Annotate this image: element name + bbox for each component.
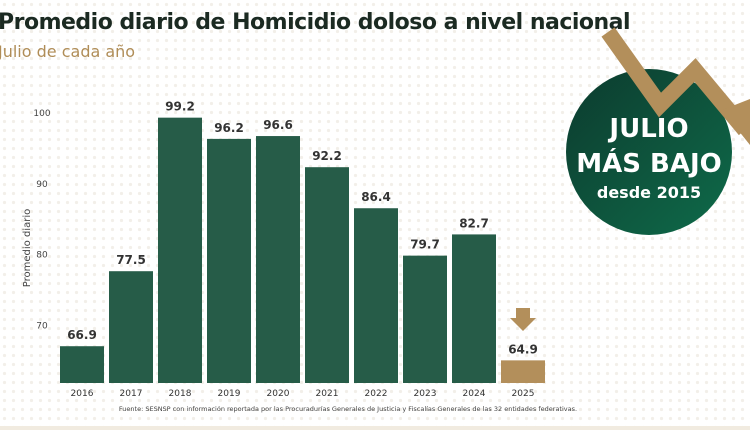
julio-badge: JULIO MÁS BAJO desde 2015 (566, 69, 732, 235)
badge-line2: MÁS BAJO (576, 149, 722, 179)
x-tick-label: 2016 (71, 389, 94, 399)
x-tick-label: 2018 (169, 389, 192, 399)
value-label: 64.9 (508, 342, 538, 356)
x-tick-label: 2022 (365, 389, 388, 399)
footer-bar (0, 426, 750, 430)
x-tick-label: 2017 (120, 389, 143, 399)
value-label: 66.9 (67, 328, 97, 342)
x-tick-label: 2021 (316, 389, 339, 399)
bar-2020 (256, 136, 300, 383)
chart-subtitle: Julio de cada año (0, 42, 136, 61)
x-tick-label: 2024 (463, 389, 486, 399)
bar-2025 (501, 360, 545, 383)
bar-2016 (60, 346, 104, 383)
x-tick-label: 2023 (414, 389, 437, 399)
x-tick-label: 2019 (218, 389, 241, 399)
y-tick-label: 80 (36, 251, 48, 261)
value-label: 77.5 (116, 253, 146, 267)
bar-2017 (109, 271, 153, 383)
value-label: 79.7 (410, 238, 440, 252)
bar-2021 (305, 167, 349, 383)
y-tick-label: 70 (36, 321, 48, 331)
y-tick-label: 90 (36, 180, 48, 190)
bar-2022 (354, 208, 398, 383)
value-label: 99.2 (165, 100, 195, 114)
y-tick-label: 100 (33, 109, 50, 119)
source-note: Fuente: SESNSP con información reportada… (119, 405, 577, 413)
x-tick-label: 2025 (512, 389, 535, 399)
value-label: 96.6 (263, 118, 293, 132)
value-label: 96.2 (214, 121, 244, 135)
bar-2018 (158, 117, 202, 383)
down-arrow-icon (510, 308, 536, 331)
chart-title: Promedio diario de Homicidio doloso a ni… (0, 10, 631, 35)
bar-2023 (403, 255, 447, 383)
badge-line1: JULIO (609, 114, 689, 144)
value-label: 82.7 (459, 216, 489, 230)
bar-2024 (452, 234, 496, 383)
bar-2019 (207, 138, 251, 383)
y-axis-label: Promedio diario (22, 209, 33, 287)
x-tick-label: 2020 (267, 389, 290, 399)
value-label: 92.2 (312, 149, 342, 163)
value-label: 86.4 (361, 190, 391, 204)
badge-line3: desde 2015 (596, 183, 702, 202)
